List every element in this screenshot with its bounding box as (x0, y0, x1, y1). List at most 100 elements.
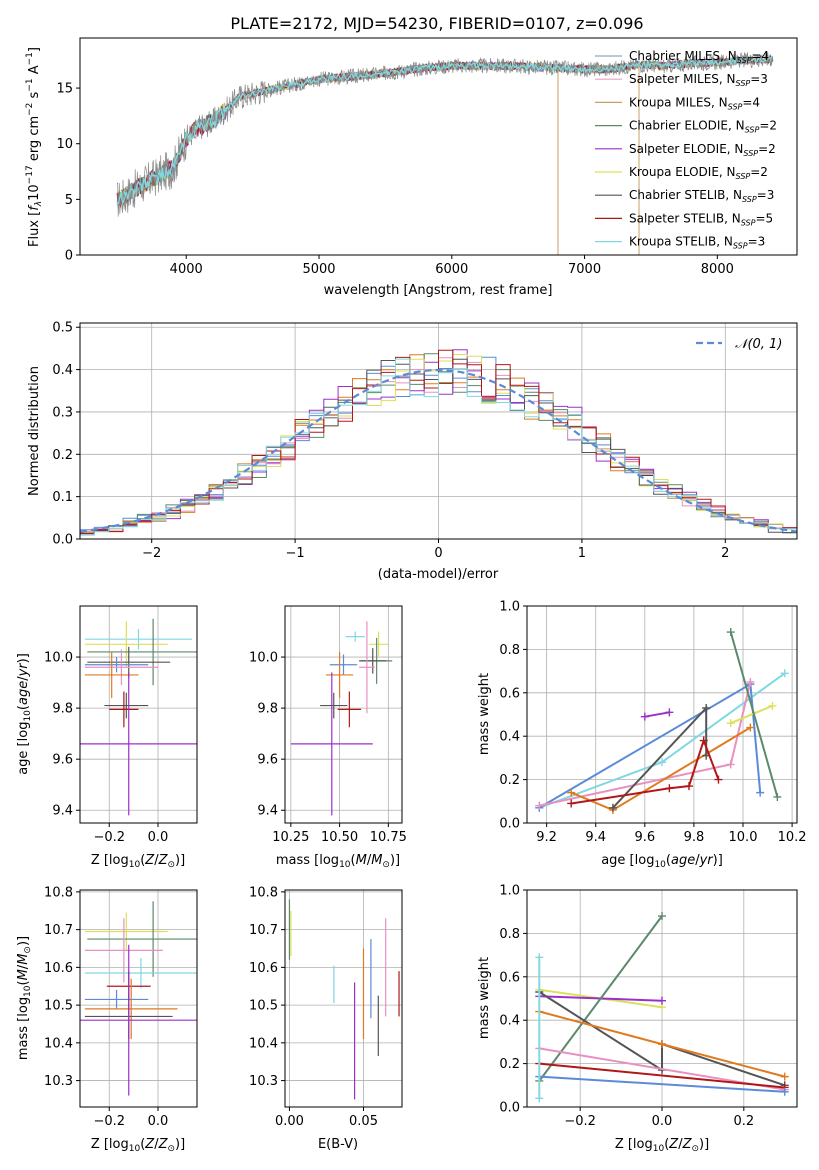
y-tick-label: 9.8 (257, 702, 278, 717)
y-tick-label: 10.5 (44, 999, 73, 1014)
massweight-marker (608, 803, 617, 812)
y-tick-label: 10.8 (44, 885, 73, 900)
figure-title: PLATE=2172, MJD=54230, FIBERID=0107, z=0… (230, 14, 643, 33)
observed-spectrum (116, 51, 774, 217)
massweight-marker (768, 701, 777, 710)
y-tick-label: 10.6 (249, 961, 278, 976)
massweight-marker (699, 736, 708, 745)
x-tick-label: 0 (434, 546, 442, 561)
axes-frame (284, 889, 403, 1108)
legend-entry: Salpeter MILES, NSSP=3 (629, 72, 768, 88)
legend-entry: Kroupa MILES, NSSP=4 (629, 95, 760, 111)
y-tick-label: 0.1 (52, 490, 73, 505)
y-axis-label: Normed distribution (27, 366, 42, 496)
panel-massweight-vs-age: 9.2 9.4 9.6 9.8 10.0 10.2 0.0 0.2 0.4 0.6 0.8 1.0 ag… (477, 600, 807, 871)
massweight-marker (780, 1072, 789, 1081)
legend-entry: Kroupa ELODIE, NSSP=2 (629, 165, 768, 181)
massweight-marker (726, 628, 735, 637)
normal-curve (80, 368, 797, 533)
x-axis-label: (data-model)/error (378, 567, 499, 582)
massweight-line-red (539, 1062, 785, 1089)
panel-age-vs-mass: 10.25 10.50 10.75 9.4 9.6 9.8 10.0 mass [log10(… (249, 605, 407, 870)
y-tick-label: 0.0 (52, 533, 73, 548)
y-tick-label: 9.6 (257, 753, 278, 768)
axes-frame (79, 889, 198, 1108)
x-tick-label: 0.0 (652, 1114, 673, 1129)
x-axis-label: age [log10(age/yr)] (601, 853, 723, 870)
legend-entry: Chabrier MILES, NSSP=4 (629, 49, 769, 65)
massweight-line-blue (538, 682, 762, 809)
x-tick-label: −1 (286, 546, 305, 561)
x-tick-label: 9.4 (585, 830, 606, 845)
y-tick-label: 10.7 (249, 923, 278, 938)
massweight-marker (665, 708, 674, 717)
massweight-marker (535, 1094, 544, 1103)
y-axis-label: Flux [fλ10−17 erg cm−2 s−1 A−1] (25, 47, 44, 247)
massweight-marker (685, 782, 693, 791)
x-tick-label: 10.50 (321, 830, 358, 845)
y-tick-label: 0.5 (52, 321, 73, 336)
x-tick-label: 9.2 (536, 830, 557, 845)
legend-entry: Chabrier STELIB, NSSP=3 (629, 188, 774, 204)
panel-spectrum: 4000 5000 6000 7000 8000 0 5 10 15 Chabrier MILES… (25, 37, 798, 298)
plot-area (290, 621, 393, 816)
massweight-marker (746, 677, 755, 686)
x-tick-label: 10.25 (272, 830, 309, 845)
y-tick-label: 0.0 (499, 1101, 520, 1116)
x-tick-label: −0.2 (93, 1114, 125, 1129)
model-line-kroupa-stelib-overlay (117, 55, 774, 206)
y-axis-label: mass weight (477, 957, 492, 1039)
legend-entry: 𝒩(0, 1) (735, 337, 782, 352)
massweight-marker (567, 799, 576, 808)
y-tick-label: 0.8 (499, 927, 520, 942)
x-tick-label: −0.2 (93, 830, 125, 845)
massweight-marker (658, 1040, 666, 1049)
massweight-marker (658, 996, 666, 1005)
axes-frame (79, 37, 798, 256)
y-tick-label: 0.8 (499, 643, 520, 658)
massweight-line-green (538, 915, 663, 1082)
y-tick-label: 0.6 (499, 970, 520, 985)
x-tick-label: 7000 (568, 262, 601, 277)
massweight-marker (640, 712, 649, 721)
y-tick-label: 0.4 (499, 1014, 520, 1029)
y-axis-label: age [log10(age/yr)] (16, 653, 33, 775)
y-tick-label: 0.4 (499, 730, 520, 745)
massweight-marker (726, 760, 735, 769)
massweight-line-green (729, 631, 779, 798)
massweight-marker (746, 723, 755, 732)
y-tick-label: 10.8 (249, 885, 278, 900)
x-tick-label: 10.2 (778, 830, 807, 845)
y-tick-label: 0.2 (52, 448, 73, 463)
y-tick-label: 9.6 (52, 753, 73, 768)
massweight-marker (535, 953, 544, 962)
panel-residuals: −2 −1 0 1 2 0.0 0.1 0.2 0.3 0.4 0.5 𝒩(0, 1) (data-mo… (27, 321, 798, 582)
axes-frame (526, 605, 798, 824)
x-tick-label: 8000 (701, 262, 734, 277)
plot-area (535, 912, 789, 1103)
y-tick-label: 9.4 (257, 804, 278, 819)
y-tick-label: 0.0 (499, 817, 520, 832)
y-tick-label: 10.5 (249, 999, 278, 1014)
x-tick-label: 0.05 (349, 1114, 378, 1129)
y-tick-label: 9.8 (52, 702, 73, 717)
y-tick-label: 5 (65, 193, 73, 208)
legend-entry: Chabrier ELODIE, NSSP=2 (629, 119, 777, 135)
x-tick-label: 2 (721, 546, 729, 561)
axes-frame (526, 889, 798, 1108)
x-tick-label: 9.8 (684, 830, 705, 845)
x-axis-label: Z [log10(Z/Z⊙)] (91, 853, 185, 870)
y-tick-label: 0.2 (499, 773, 520, 788)
massweight-marker (665, 784, 674, 793)
massweight-line-gray (538, 991, 786, 1087)
x-tick-label: 9.6 (634, 830, 655, 845)
massweight-line-purple (644, 711, 670, 718)
plot-area (80, 618, 197, 816)
x-tick-label: 1 (578, 546, 586, 561)
plot-area (80, 901, 197, 1096)
massweight-marker (780, 1087, 789, 1096)
axes-frame (79, 605, 198, 824)
legend-entry: Kroupa STELIB, NSSP=3 (629, 235, 765, 251)
massweight-marker (702, 703, 711, 712)
y-tick-label: 10.4 (44, 1036, 73, 1051)
